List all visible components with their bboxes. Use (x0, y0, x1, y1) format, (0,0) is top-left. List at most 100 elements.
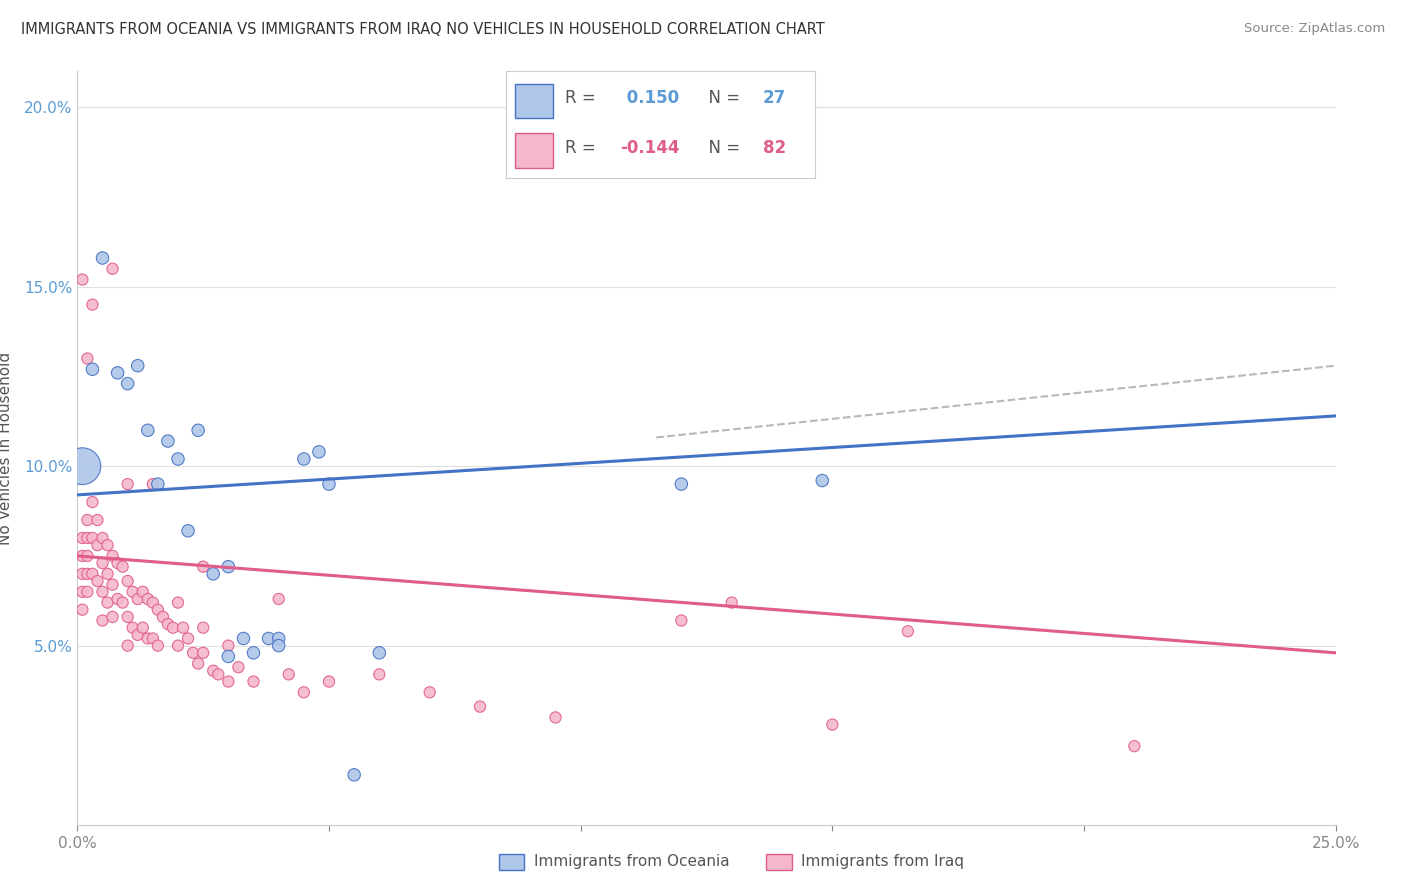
Point (671, 477, 693, 491)
Point (136, 423, 159, 437)
Point (127, 592, 149, 607)
Point (187, 423, 209, 437)
Point (96, 538, 118, 552)
Point (127, 628, 149, 642)
Point (292, 685, 315, 699)
Point (76, 566, 98, 581)
Point (91, 556, 114, 570)
Point (292, 452, 315, 467)
Point (107, 556, 129, 570)
Point (308, 445, 330, 459)
Point (368, 646, 391, 660)
Point (228, 660, 250, 674)
Point (202, 566, 225, 581)
Point (1123, 739, 1146, 753)
Point (152, 610, 174, 624)
Point (117, 477, 139, 491)
Point (267, 639, 290, 653)
Point (191, 621, 215, 635)
Point (111, 559, 134, 574)
Point (72, 549, 94, 563)
Point (242, 674, 264, 689)
Point (191, 559, 215, 574)
Point (343, 768, 366, 782)
Point (117, 639, 139, 653)
Point (72, 531, 94, 545)
Point (76, 513, 98, 527)
Point (76, 531, 98, 545)
Point (217, 559, 239, 574)
Point (156, 617, 179, 632)
Point (821, 717, 844, 731)
Point (82, 362, 104, 376)
Point (177, 524, 200, 538)
Point (136, 592, 159, 607)
Point (76, 549, 98, 563)
Point (277, 667, 299, 681)
Text: R =: R = (565, 139, 600, 157)
Point (177, 632, 200, 646)
Point (142, 596, 165, 610)
Point (101, 549, 124, 563)
Point (101, 261, 124, 276)
Point (142, 477, 165, 491)
FancyBboxPatch shape (516, 84, 553, 119)
Text: 82: 82 (763, 139, 786, 157)
Point (72, 272, 94, 286)
Point (811, 474, 834, 488)
Point (181, 646, 204, 660)
Point (156, 434, 179, 448)
Point (132, 584, 155, 599)
Point (117, 610, 139, 624)
Point (127, 359, 149, 373)
Point (217, 639, 239, 653)
Text: Immigrants from Oceania: Immigrants from Oceania (534, 855, 730, 869)
Point (86, 513, 108, 527)
Point (468, 699, 491, 714)
Point (91, 251, 114, 265)
Point (101, 610, 124, 624)
Point (132, 621, 155, 635)
Point (267, 592, 290, 607)
Point (318, 674, 340, 689)
Point (86, 574, 108, 588)
Text: R =: R = (565, 89, 600, 107)
Point (111, 596, 134, 610)
Point (167, 452, 190, 467)
Point (117, 574, 139, 588)
Point (76, 351, 98, 366)
Text: IMMIGRANTS FROM OCEANIA VS IMMIGRANTS FROM IRAQ NO VEHICLES IN HOUSEHOLD CORRELA: IMMIGRANTS FROM OCEANIA VS IMMIGRANTS FR… (21, 22, 825, 37)
Point (96, 596, 118, 610)
Text: N =: N = (697, 89, 745, 107)
Point (720, 596, 742, 610)
Point (897, 624, 920, 639)
Point (91, 614, 114, 628)
Y-axis label: No Vehicles in Household: No Vehicles in Household (0, 351, 13, 545)
Text: -0.144: -0.144 (620, 139, 681, 157)
Point (207, 667, 229, 681)
Point (142, 632, 165, 646)
Point (146, 477, 169, 491)
Point (121, 584, 143, 599)
Point (419, 685, 441, 699)
Point (72, 584, 94, 599)
Point (146, 639, 169, 653)
Point (121, 621, 143, 635)
Point (172, 621, 194, 635)
Point (671, 614, 693, 628)
Point (217, 649, 239, 664)
Point (544, 710, 567, 724)
Point (72, 459, 94, 474)
Point (82, 566, 104, 581)
Point (191, 646, 215, 660)
Point (187, 657, 209, 671)
Point (107, 592, 129, 607)
Point (217, 674, 239, 689)
Point (368, 667, 391, 681)
FancyBboxPatch shape (516, 134, 553, 168)
Point (86, 538, 108, 552)
Point (82, 531, 104, 545)
Point (267, 632, 290, 646)
Point (101, 577, 124, 591)
Point (96, 566, 118, 581)
